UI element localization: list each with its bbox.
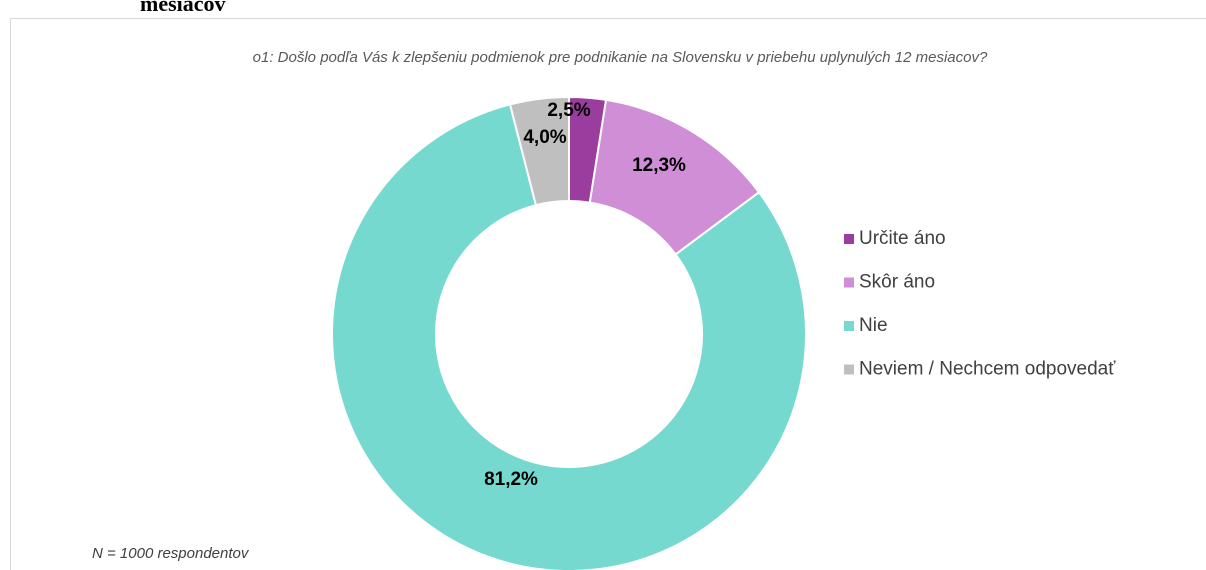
legend-label: Skôr áno <box>859 272 935 293</box>
donut-slice <box>331 103 807 570</box>
data-label: 4,0% <box>523 127 566 148</box>
data-label: 2,5% <box>547 100 590 121</box>
legend-swatch <box>844 234 854 244</box>
legend-label: Nie <box>859 315 888 336</box>
legend-swatch <box>844 277 854 288</box>
footnote: N = 1000 respondentov <box>92 545 250 562</box>
legend-label: Určite áno <box>859 228 946 249</box>
chart-title: o1: Došlo podľa Vás k zlepšeniu podmieno… <box>253 49 988 66</box>
legend-label: Neviem / Nechcem odpovedať <box>859 359 1116 380</box>
data-label: 12,3% <box>632 155 686 176</box>
data-label: 81,2% <box>484 469 538 490</box>
legend-swatch <box>844 321 854 331</box>
donut-slice <box>508 95 570 207</box>
chart-frame <box>10 18 1206 570</box>
legend-swatch <box>844 364 854 375</box>
page-heading: mesiacov <box>140 0 226 16</box>
